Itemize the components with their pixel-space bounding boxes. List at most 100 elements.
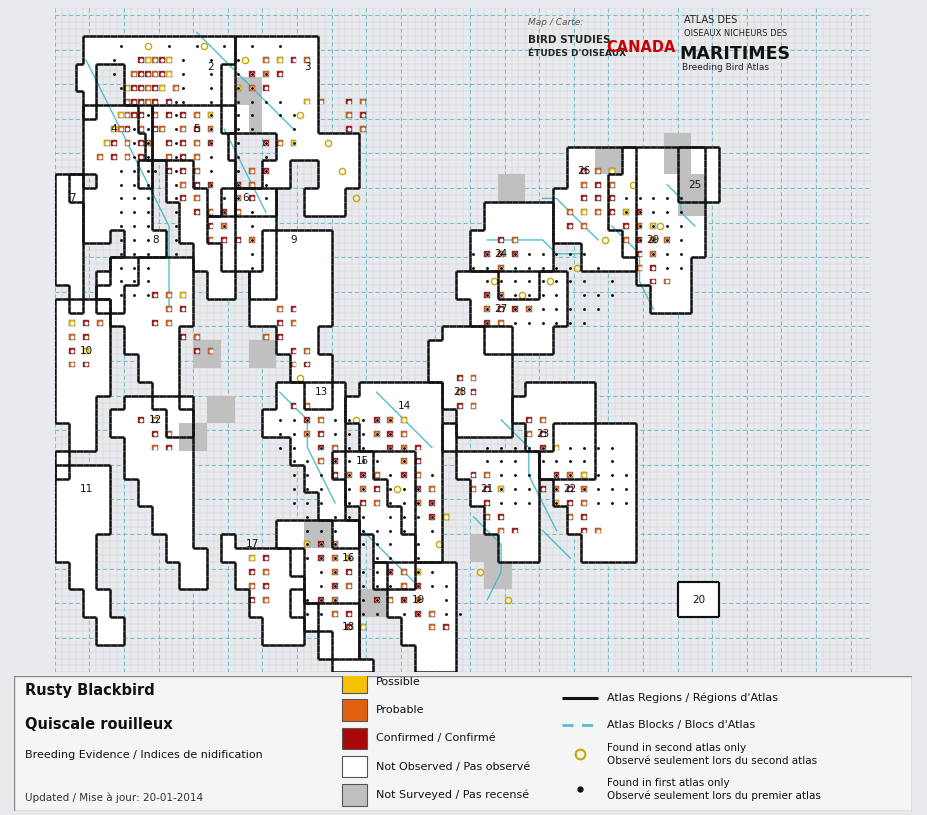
Bar	[179, 583, 186, 589]
Bar	[151, 500, 159, 506]
Bar	[255, 70, 262, 77]
Bar	[539, 444, 545, 451]
Bar	[145, 375, 151, 381]
Bar	[449, 569, 456, 575]
Bar	[545, 250, 552, 258]
Bar	[290, 98, 297, 105]
Bar	[341, 756, 366, 778]
Bar	[103, 589, 110, 597]
Bar	[573, 444, 580, 451]
Bar	[414, 652, 421, 659]
Bar	[207, 147, 214, 153]
Bar	[262, 84, 269, 91]
Bar	[400, 478, 407, 486]
Bar	[304, 327, 311, 333]
Bar	[324, 555, 331, 562]
Bar	[573, 458, 580, 465]
Bar	[490, 381, 497, 389]
Bar	[656, 209, 663, 216]
Bar	[331, 603, 338, 610]
Bar	[83, 395, 89, 403]
Bar	[151, 36, 159, 42]
Bar	[103, 368, 110, 375]
Bar	[629, 458, 635, 465]
Bar	[435, 368, 442, 375]
Bar	[255, 209, 262, 216]
Bar	[691, 589, 697, 597]
Bar	[331, 133, 338, 139]
Bar	[497, 500, 504, 506]
Bar	[89, 375, 96, 381]
Bar	[525, 319, 532, 327]
Bar	[165, 403, 172, 409]
Bar	[608, 472, 615, 478]
Bar	[483, 216, 490, 222]
Bar	[621, 202, 629, 209]
Bar	[539, 472, 545, 478]
Bar	[159, 354, 165, 361]
Bar	[428, 506, 435, 513]
Bar	[186, 258, 193, 264]
Bar	[428, 520, 435, 527]
Bar	[691, 597, 697, 603]
Bar	[228, 50, 235, 56]
Bar	[317, 319, 324, 327]
Bar	[608, 188, 615, 195]
Bar	[214, 195, 221, 202]
Bar	[545, 244, 552, 250]
Bar	[566, 500, 573, 506]
Bar	[621, 465, 629, 472]
Bar	[580, 188, 587, 195]
Bar	[587, 409, 594, 416]
Bar	[573, 416, 580, 423]
Bar	[138, 119, 145, 126]
Bar	[290, 320, 297, 326]
Bar	[207, 42, 214, 50]
Bar	[629, 444, 635, 451]
Bar	[512, 251, 517, 257]
Bar	[193, 77, 200, 84]
Bar	[172, 416, 179, 423]
Bar	[262, 548, 269, 555]
Bar	[304, 77, 311, 84]
Bar	[283, 548, 290, 555]
Text: 4: 4	[110, 124, 117, 134]
Bar	[373, 430, 380, 437]
Bar	[373, 562, 380, 569]
Bar	[324, 250, 331, 258]
Bar	[552, 444, 559, 451]
Bar	[483, 583, 490, 589]
Bar	[200, 161, 207, 167]
Bar	[311, 36, 317, 42]
Bar	[138, 354, 145, 361]
Bar	[103, 624, 110, 631]
Bar	[214, 181, 221, 188]
Bar	[580, 216, 587, 222]
Bar	[317, 395, 324, 403]
Bar	[221, 285, 228, 292]
Bar	[89, 222, 96, 230]
Bar	[684, 209, 691, 216]
Bar	[221, 188, 228, 195]
Bar	[276, 320, 283, 326]
Bar	[200, 209, 207, 216]
Bar	[145, 119, 151, 126]
Bar	[697, 161, 705, 167]
Bar	[518, 278, 525, 285]
Bar	[96, 320, 103, 326]
Bar	[414, 513, 421, 520]
Bar	[222, 223, 227, 229]
Bar	[635, 222, 642, 230]
Bar	[621, 258, 629, 264]
Bar	[497, 292, 504, 299]
Bar	[297, 597, 304, 603]
Bar	[269, 278, 276, 285]
Bar	[186, 472, 193, 478]
Bar	[580, 465, 587, 472]
Bar	[96, 465, 103, 472]
Bar	[304, 431, 310, 437]
Bar	[248, 341, 255, 347]
Bar	[117, 42, 124, 50]
Bar	[608, 264, 615, 271]
Bar	[414, 472, 421, 478]
